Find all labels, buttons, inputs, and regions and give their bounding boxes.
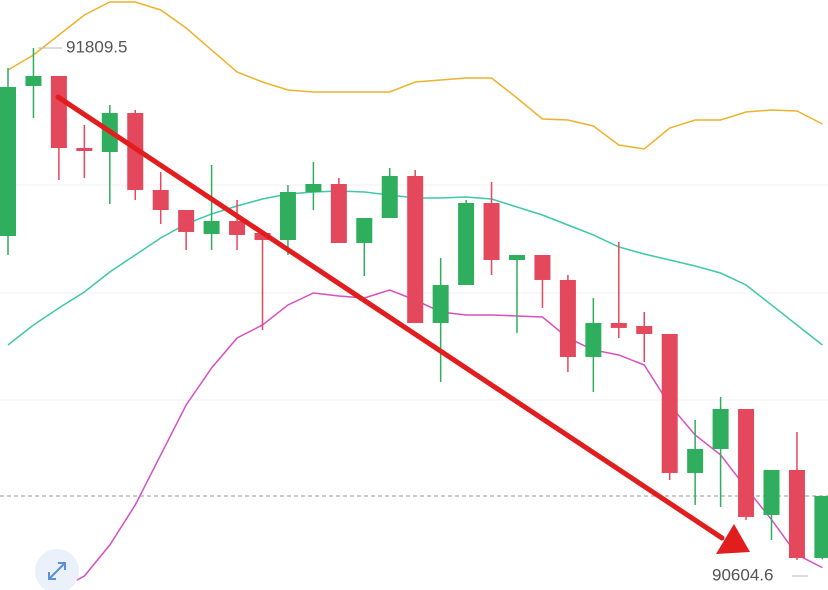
- candle-body: [203, 221, 220, 235]
- candle-body: [178, 209, 195, 232]
- expand-icon[interactable]: [48, 562, 66, 580]
- candle-body: [814, 495, 828, 558]
- candle-body: [305, 183, 322, 192]
- candle-body: [661, 333, 678, 473]
- candle-body: [763, 470, 780, 515]
- candle-body: [127, 112, 144, 190]
- candle-body: [229, 221, 246, 235]
- candle-body: [610, 322, 627, 328]
- candle-body: [76, 147, 93, 152]
- candle-body: [483, 202, 500, 261]
- expand-bg[interactable]: [35, 549, 79, 590]
- max-label: 91809.5: [66, 37, 127, 56]
- candle-body: [509, 254, 525, 261]
- candle-body: [788, 470, 805, 558]
- candle-body: [585, 322, 602, 357]
- candle-body: [356, 217, 373, 244]
- candle-body: [458, 202, 475, 285]
- candle-body: [636, 325, 653, 334]
- candle-body: [738, 408, 755, 517]
- min-label: 90604.6: [712, 565, 773, 584]
- candle-body: [381, 176, 398, 218]
- candle-body: [432, 284, 449, 323]
- candle-body: [50, 76, 67, 148]
- candle-body: [254, 232, 271, 240]
- candle-body: [559, 279, 576, 357]
- candle-body: [279, 191, 296, 240]
- candle-body: [0, 86, 16, 236]
- candle-body: [152, 189, 169, 210]
- candle-body: [687, 449, 704, 473]
- arrow-head: [716, 524, 750, 554]
- candle-body: [330, 183, 347, 244]
- band-line: [7, 1, 823, 150]
- candle-body: [407, 176, 424, 323]
- candle-body: [712, 408, 729, 450]
- candle-body: [534, 254, 551, 280]
- trend-arrow: [55, 94, 725, 541]
- expand-button[interactable]: [35, 549, 79, 590]
- candle-body: [25, 76, 42, 87]
